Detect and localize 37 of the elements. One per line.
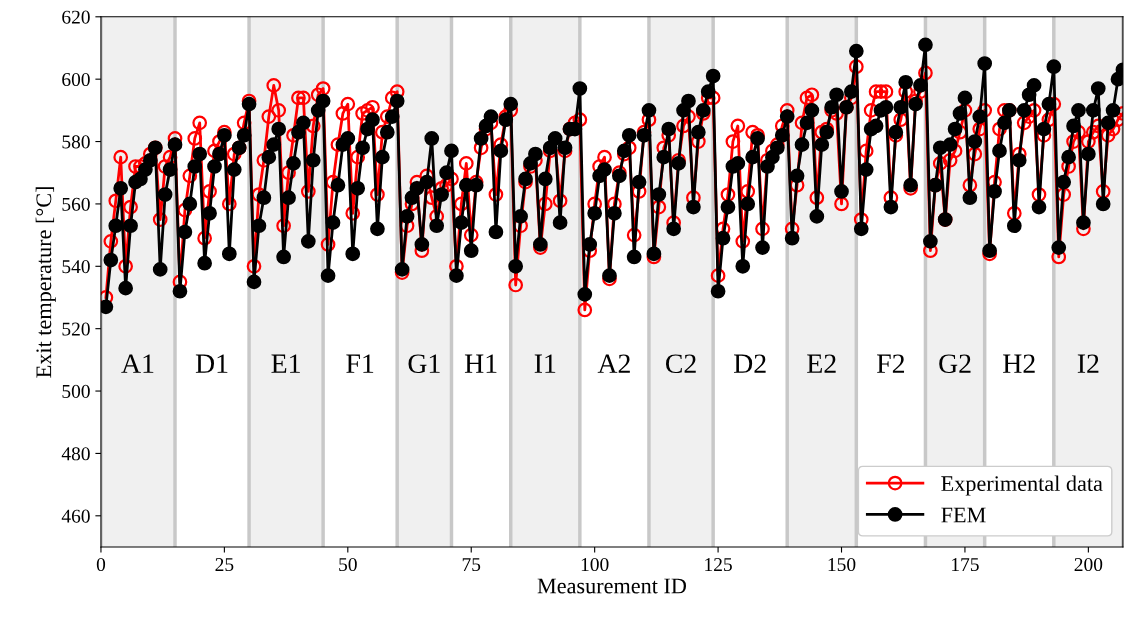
x-tick-label: 0 — [96, 557, 106, 572]
x-tick-label: 100 — [581, 557, 609, 572]
y-tick-label: 540 — [62, 260, 90, 274]
x-tick-label: 75 — [462, 558, 481, 572]
band-label: I2 — [1077, 354, 1099, 373]
y-tick-label: 480 — [61, 447, 90, 461]
y-axis-title: Exit temperature [°C] — [35, 187, 56, 378]
y-tick-label: 560 — [62, 197, 90, 211]
x-tick-label: 200 — [1074, 557, 1103, 572]
band-label: E2 — [807, 354, 836, 373]
legend-label: Experimental data — [941, 475, 1103, 496]
y-tick-label: 460 — [61, 509, 90, 523]
x-tick-label: 25 — [215, 558, 234, 572]
annotation: D1 — [195, 354, 228, 373]
annotation: H2 — [1003, 354, 1035, 373]
annotation: D2 — [734, 354, 766, 373]
annotation: H1 — [464, 354, 497, 373]
x-tick-label: 50 — [339, 557, 357, 572]
y-tick-label: 580 — [62, 135, 90, 149]
annotation: A2 — [597, 354, 630, 373]
band-label: C2 — [665, 354, 696, 374]
y-tick-label: 620 — [62, 10, 90, 24]
annotation: F1 — [346, 354, 374, 373]
y-tick-label: 520 — [62, 322, 90, 336]
y-tick-label: 600 — [62, 72, 90, 87]
legend-label: FEM — [941, 507, 986, 523]
x-tick-label: 150 — [828, 557, 856, 572]
band-label: I1 — [534, 354, 556, 373]
x-tick-label: 125 — [705, 558, 732, 572]
x-axis-title: Measurement ID — [537, 578, 687, 594]
x-tick-label: 175 — [952, 558, 979, 572]
band-label: G2 — [939, 354, 971, 374]
band-label: G1 — [408, 354, 440, 374]
band-label: A1 — [121, 354, 154, 373]
annotation: F2 — [877, 354, 905, 373]
y-tick-label: 500 — [62, 384, 90, 398]
band-label: E1 — [271, 354, 300, 373]
